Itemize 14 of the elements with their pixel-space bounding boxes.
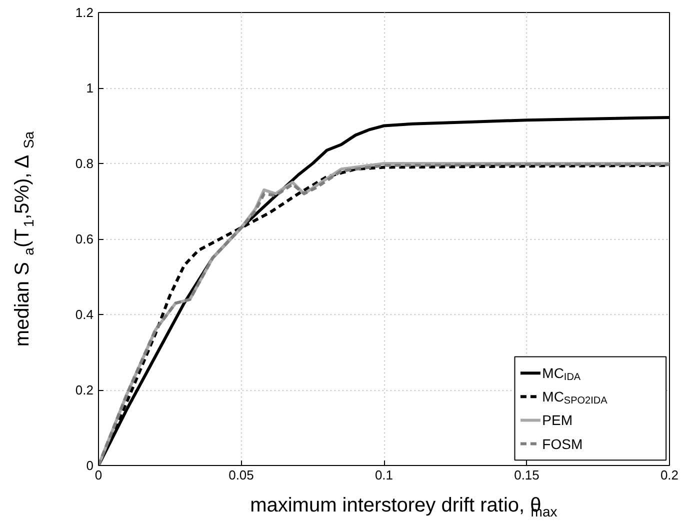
x-tick-label: 0.2 [660, 468, 679, 482]
y-tick-label: 0.6 [75, 232, 94, 246]
x-tick-label: 0.05 [228, 468, 254, 482]
y-tick-label: 1.2 [75, 5, 94, 20]
x-tick-label: 0.15 [514, 468, 540, 482]
y-tick-label: 0.8 [75, 156, 94, 171]
y-tick-label: 0.4 [75, 307, 94, 322]
x-tick-label: 0.1 [374, 468, 394, 482]
y-tick-label: 0.2 [75, 382, 94, 398]
y-tick-label: 0 [86, 458, 94, 473]
y-axis-title: median Sa(T1,5%), ΔSa [12, 131, 36, 347]
legend-label: PEM [542, 412, 573, 428]
legend-label: FOSM [542, 436, 583, 452]
y-tick-label: 1 [86, 80, 94, 96]
